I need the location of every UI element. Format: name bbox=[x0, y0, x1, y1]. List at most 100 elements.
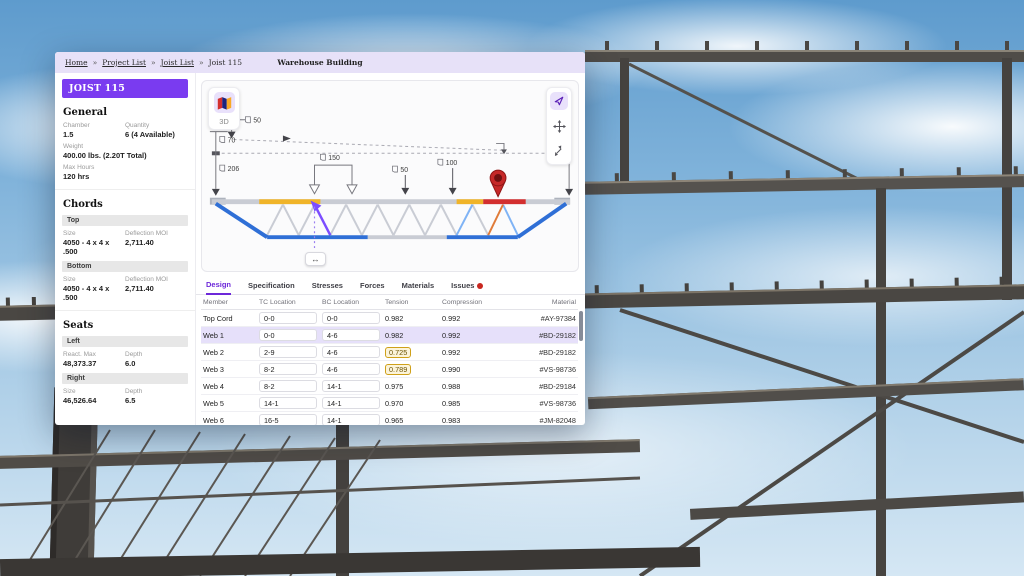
table-row[interactable]: Web 5 0.970 0.985 #VS-98736 bbox=[201, 394, 578, 412]
field-value: 4050 - 4 x 4 x .500 bbox=[63, 238, 110, 256]
tc-location-input[interactable] bbox=[259, 312, 317, 324]
seats-right-band: Right bbox=[62, 373, 188, 384]
issue-pin-icon[interactable] bbox=[489, 169, 507, 198]
table-row[interactable]: Top Cord 0.982 0.992 #AY-97384 bbox=[201, 309, 578, 327]
tension-warning-badge: 0.789 bbox=[385, 363, 412, 375]
tab-design[interactable]: Design bbox=[206, 280, 232, 295]
field-bottom-size: Size 4050 - 4 x 4 x .500 bbox=[63, 276, 125, 302]
field-label: Size bbox=[63, 230, 76, 237]
member-cell: Web 4 bbox=[201, 377, 257, 395]
map-view-button[interactable] bbox=[213, 92, 235, 113]
member-cell: Web 2 bbox=[201, 343, 257, 361]
table-scrollbar-thumb[interactable] bbox=[579, 311, 583, 341]
field-label: Chamber bbox=[63, 122, 90, 129]
col-bc-location: BC Location bbox=[320, 295, 383, 310]
field-label: React. Max bbox=[63, 351, 96, 358]
resize-button[interactable] bbox=[550, 142, 568, 160]
seats-heading: Seats bbox=[63, 320, 94, 331]
table-row-selected[interactable]: Web 1 0.982 0.992 #BD-29182 bbox=[201, 326, 578, 344]
tension-cell: 0.725 bbox=[383, 343, 440, 361]
tab-specification[interactable]: Specification bbox=[248, 281, 295, 290]
joist-title: JOIST 115 bbox=[62, 79, 188, 98]
breadcrumb-home[interactable]: Home bbox=[65, 58, 88, 67]
tension-cell: 0.982 bbox=[383, 309, 440, 327]
tension-cell: 0.975 bbox=[383, 377, 440, 395]
field-chamber: Chamber 1.5 bbox=[63, 122, 125, 139]
tab-issues[interactable]: Issues bbox=[451, 281, 484, 294]
field-value: 46,526.64 bbox=[63, 396, 97, 405]
field-value: 6.5 bbox=[125, 396, 136, 405]
bc-location-input[interactable] bbox=[322, 346, 380, 358]
field-right-depth: Depth 6.5 bbox=[125, 388, 187, 405]
tc-location-input[interactable] bbox=[259, 380, 317, 392]
field-value: 48,373.37 bbox=[63, 359, 97, 368]
col-tension: Tension bbox=[383, 295, 440, 310]
col-member: Member bbox=[201, 295, 257, 310]
field-label: Max Hours bbox=[63, 164, 95, 171]
field-max-hours: Max Hours 120 hrs bbox=[63, 164, 187, 181]
truss-drawing: 50 70 206 150 bbox=[209, 116, 574, 252]
field-value: 6 (4 Available) bbox=[125, 130, 175, 139]
general-heading: General bbox=[63, 107, 108, 118]
field-label: Depth bbox=[125, 388, 143, 395]
chords-top-band: Top bbox=[62, 215, 188, 226]
tab-stresses[interactable]: Stresses bbox=[311, 281, 343, 290]
bc-location-input[interactable] bbox=[322, 380, 380, 392]
compression-cell: 0.983 bbox=[440, 411, 507, 425]
tc-location-input[interactable] bbox=[259, 414, 317, 425]
select-cursor-button[interactable] bbox=[550, 92, 568, 110]
table-row[interactable]: Web 4 0.975 0.988 #BD-29184 bbox=[201, 377, 578, 395]
breadcrumb-project-list[interactable]: Project List bbox=[102, 58, 146, 67]
col-tc-location: TC Location bbox=[257, 295, 320, 310]
joist-sidebar: JOIST 115 General Chamber 1.5 Quantity 6… bbox=[55, 73, 196, 425]
field-value: 6.0 bbox=[125, 359, 136, 368]
dim-left-rise: 70 bbox=[228, 137, 236, 144]
bc-location-input[interactable] bbox=[322, 312, 380, 324]
bc-location-input[interactable] bbox=[322, 363, 380, 375]
material-cell: #VS-98736 bbox=[507, 394, 578, 412]
seats-left-band: Left bbox=[62, 336, 188, 347]
bc-location-input[interactable] bbox=[322, 397, 380, 409]
table-row[interactable]: Web 2 0.725 0.992 #BD-29182 bbox=[201, 343, 578, 361]
tc-location-input[interactable] bbox=[259, 346, 317, 358]
members-table: Member TC Location BC Location Tension C… bbox=[201, 295, 578, 425]
compression-cell: 0.992 bbox=[440, 309, 507, 327]
map-icon bbox=[217, 97, 231, 110]
breadcrumb-separator: » bbox=[92, 58, 98, 67]
field-label: Depth bbox=[125, 351, 143, 358]
field-label: Deflection MOI bbox=[125, 230, 168, 237]
tc-location-input[interactable] bbox=[259, 397, 317, 409]
field-weight: Weight 400.00 lbs. (2.20T Total) bbox=[63, 143, 187, 160]
tab-forces[interactable]: Forces bbox=[359, 281, 385, 290]
view-3d-button[interactable]: 3D bbox=[219, 117, 229, 126]
tc-location-input[interactable] bbox=[259, 329, 317, 341]
pan-button[interactable] bbox=[550, 117, 568, 135]
tc-location-input[interactable] bbox=[259, 363, 317, 375]
breadcrumb-current: Joist 115 bbox=[208, 58, 243, 67]
material-cell: #BD-29182 bbox=[507, 343, 578, 361]
tab-materials[interactable]: Materials bbox=[401, 281, 435, 290]
field-left-react-max: React. Max 48,373.37 bbox=[63, 351, 125, 368]
bc-location-input[interactable] bbox=[322, 414, 380, 425]
field-value: 4050 - 4 x 4 x .500 bbox=[63, 284, 110, 302]
probe-slider-handle[interactable]: ↔ bbox=[305, 252, 326, 266]
table-row[interactable]: Web 3 0.789 0.990 #VS-98736 bbox=[201, 360, 578, 378]
field-value: 400.00 lbs. (2.20T Total) bbox=[63, 151, 147, 160]
table-header-row: Member TC Location BC Location Tension C… bbox=[201, 295, 578, 310]
material-cell: #AY-97384 bbox=[507, 309, 578, 327]
tension-cell: 0.970 bbox=[383, 394, 440, 412]
truss-diagram-panel[interactable]: 50 70 206 150 bbox=[201, 80, 579, 272]
compression-cell: 0.992 bbox=[440, 343, 507, 361]
bc-location-input[interactable] bbox=[322, 329, 380, 341]
compression-cell: 0.985 bbox=[440, 394, 507, 412]
breadcrumb-joist-list[interactable]: Joist List bbox=[160, 58, 194, 67]
col-material: Material bbox=[507, 295, 578, 310]
tension-warning-badge: 0.725 bbox=[385, 346, 412, 358]
view-toggle-card: 3D bbox=[208, 87, 240, 130]
dim-left-depth: 206 bbox=[228, 166, 240, 173]
table-row[interactable]: Web 6 0.965 0.983 #JM-82048 bbox=[201, 411, 578, 425]
field-value: 1.5 bbox=[63, 130, 74, 139]
field-quantity: Quantity 6 (4 Available) bbox=[125, 122, 187, 139]
compression-cell: 0.992 bbox=[440, 326, 507, 344]
material-cell: #BD-29182 bbox=[507, 326, 578, 344]
